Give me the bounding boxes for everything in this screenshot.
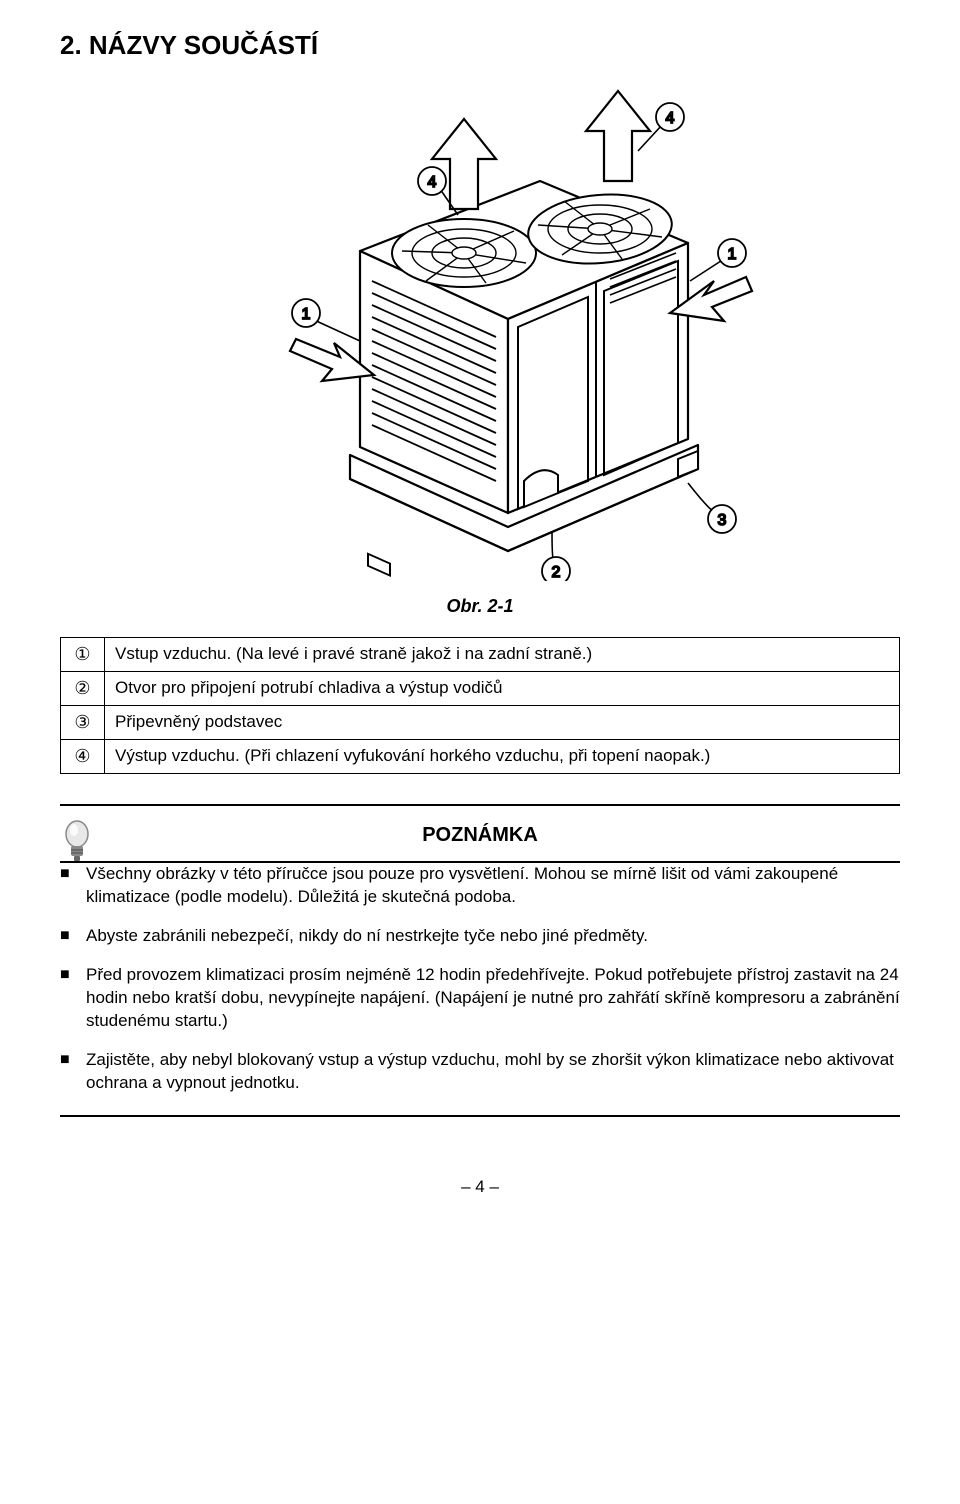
unit-diagram: 1 1 4 4 2 3 <box>60 81 900 586</box>
note-title: POZNÁMKA <box>422 824 538 847</box>
part-number: ③ <box>61 706 105 740</box>
callout-4b: 4 <box>666 110 675 127</box>
part-number: ④ <box>61 740 105 774</box>
part-desc: Výstup vzduchu. (Při chlazení vyfukování… <box>105 740 900 774</box>
notes-list: Všechny obrázky v této příručce jsou pou… <box>60 863 900 1095</box>
callout-1b: 1 <box>728 246 737 263</box>
callout-3: 3 <box>718 512 727 529</box>
part-desc: Vstup vzduchu. (Na levé i pravé straně j… <box>105 638 900 672</box>
callout-4a: 4 <box>428 174 437 191</box>
part-desc: Připevněný podstavec <box>105 706 900 740</box>
callout-2: 2 <box>552 564 561 581</box>
table-row: ②Otvor pro připojení potrubí chladiva a … <box>61 672 900 706</box>
section-title: 2. NÁZVY SOUČÁSTÍ <box>60 30 900 61</box>
parts-table: ①Vstup vzduchu. (Na levé i pravé straně … <box>60 637 900 774</box>
divider-top <box>60 804 900 806</box>
part-number: ② <box>61 672 105 706</box>
table-row: ①Vstup vzduchu. (Na levé i pravé straně … <box>61 638 900 672</box>
table-row: ③Připevněný podstavec <box>61 706 900 740</box>
note-item: Zajistěte, aby nebyl blokovaný vstup a v… <box>60 1049 900 1095</box>
part-number: ① <box>61 638 105 672</box>
part-desc: Otvor pro připojení potrubí chladiva a v… <box>105 672 900 706</box>
figure-caption: Obr. 2-1 <box>60 596 900 617</box>
note-item: Před provozem klimatizaci prosím nejméně… <box>60 964 900 1033</box>
page-number: – 4 – <box>60 1177 900 1197</box>
divider-bottom <box>60 1115 900 1117</box>
note-item: Všechny obrázky v této příručce jsou pou… <box>60 863 900 909</box>
callout-1: 1 <box>302 306 311 323</box>
table-row: ④Výstup vzduchu. (Při chlazení vyfukován… <box>61 740 900 774</box>
note-item: Abyste zabránili nebezpečí, nikdy do ní … <box>60 925 900 948</box>
